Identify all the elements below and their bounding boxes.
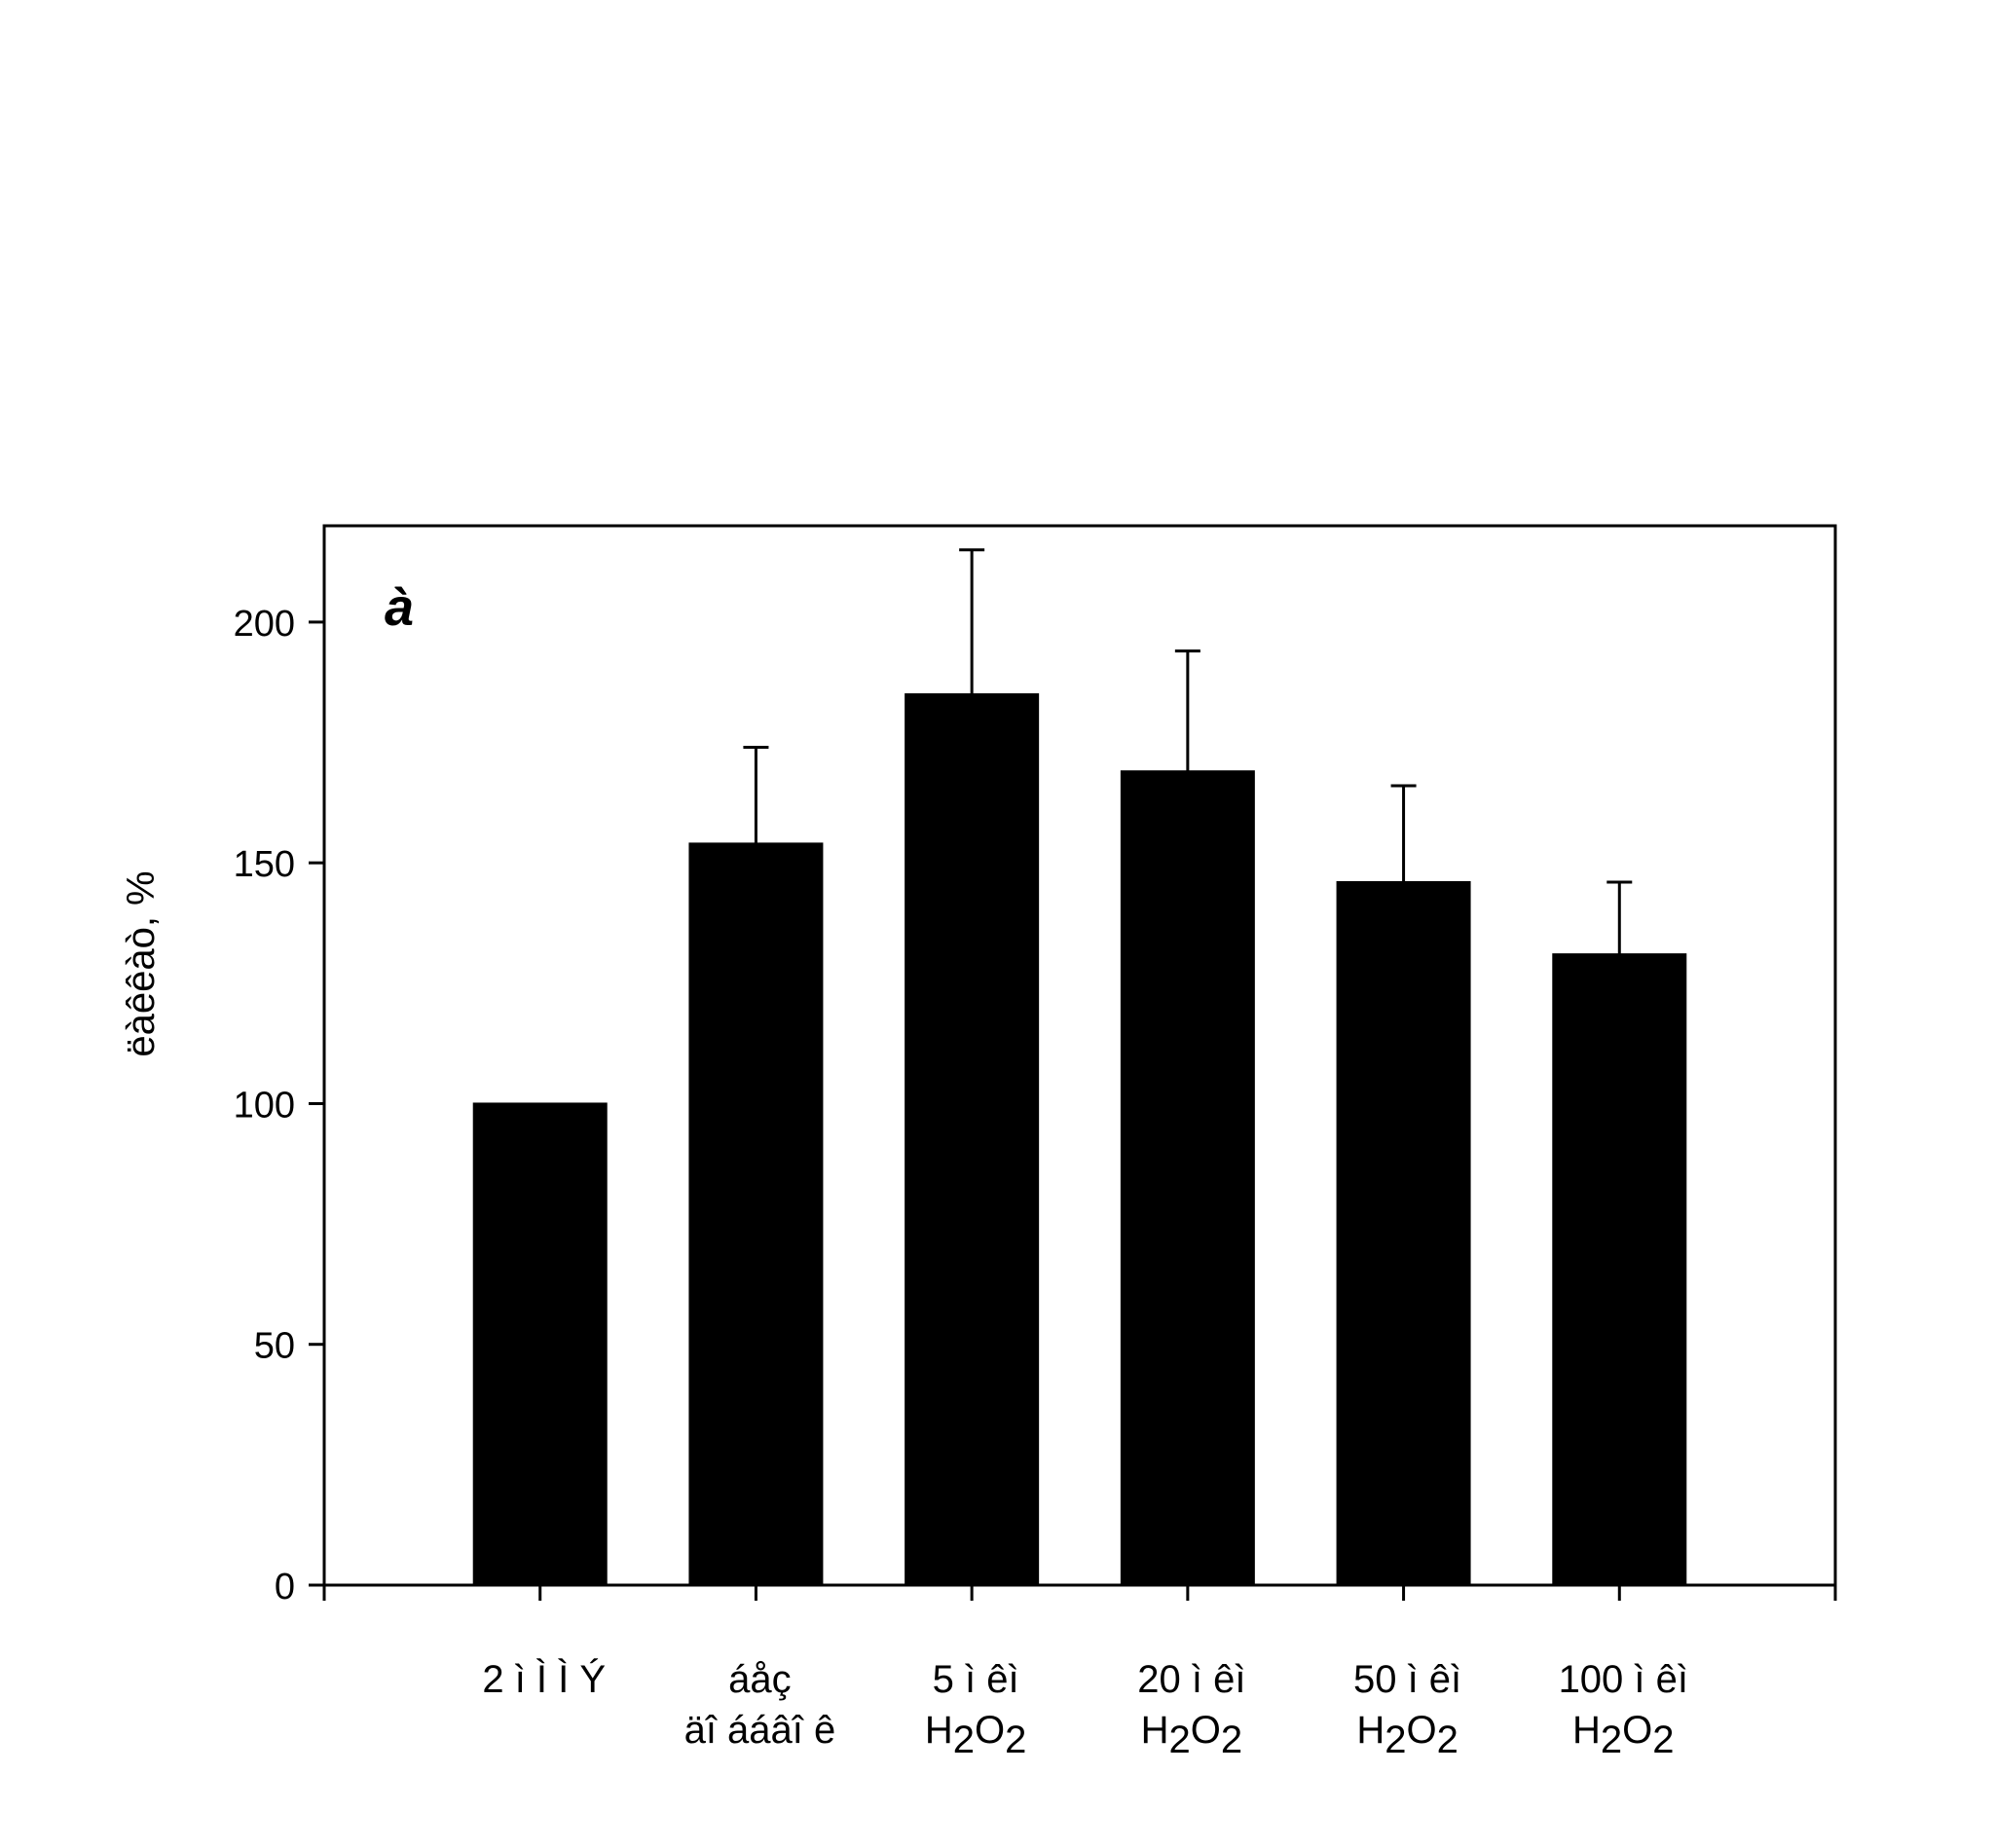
category-label-2-line-0: 5 ì êì bbox=[933, 1658, 1019, 1701]
category-label-0-line-0: 2 ì Ì Ì Ý bbox=[482, 1657, 606, 1701]
label-run: H bbox=[1141, 1709, 1169, 1752]
category-label-1-line-0: áåç bbox=[728, 1658, 792, 1701]
label-run: O bbox=[1191, 1709, 1221, 1752]
label-run: H bbox=[1356, 1709, 1385, 1752]
label-run: 2 bbox=[953, 1719, 975, 1761]
label-run: H bbox=[1572, 1709, 1601, 1752]
label-run: O bbox=[1406, 1709, 1436, 1752]
label-run: O bbox=[1622, 1709, 1652, 1752]
y-axis-title: ëàêêàò, % bbox=[120, 870, 163, 1056]
bars-group bbox=[472, 693, 1687, 1587]
label-run: 2 bbox=[1168, 1719, 1190, 1761]
label-run: 2 bbox=[1221, 1719, 1242, 1761]
bar-5 bbox=[1552, 953, 1687, 1586]
label-run: 2 bbox=[1437, 1719, 1459, 1761]
category-label-1-line-1: äî ááâî ê bbox=[684, 1709, 836, 1752]
y-tick-label-0: 0 bbox=[275, 1567, 295, 1608]
category-label-3-line-0: 20 ì êì bbox=[1137, 1658, 1245, 1701]
panel-letter: à bbox=[385, 578, 414, 637]
bar-1 bbox=[688, 842, 824, 1586]
label-run: 2 bbox=[1601, 1719, 1622, 1761]
label-run: 2 bbox=[1652, 1719, 1674, 1761]
label-run: 2 bbox=[1385, 1719, 1406, 1761]
error-bars-group bbox=[743, 548, 1633, 955]
label-run: H bbox=[925, 1709, 953, 1752]
plot-frame bbox=[322, 524, 1837, 1587]
category-label-5-line-1: H2O2 bbox=[1572, 1709, 1675, 1761]
y-tick-label-50: 50 bbox=[254, 1326, 295, 1367]
x-axis bbox=[322, 1585, 1837, 1601]
y-axis: 0 50 100 150 200 bbox=[234, 604, 324, 1608]
category-label-4-line-0: 50 ì êì bbox=[1353, 1658, 1461, 1701]
bar-4 bbox=[1336, 880, 1471, 1586]
y-tick-label-100: 100 bbox=[234, 1085, 295, 1126]
bar-3 bbox=[1120, 770, 1255, 1586]
category-label-4-line-1: H2O2 bbox=[1356, 1709, 1459, 1761]
bar-2 bbox=[905, 693, 1040, 1586]
category-label-3-line-1: H2O2 bbox=[1141, 1709, 1243, 1761]
category-label-2-line-1: H2O2 bbox=[925, 1709, 1027, 1761]
y-tick-label-200: 200 bbox=[234, 604, 295, 645]
y-tick-label-150: 150 bbox=[234, 844, 295, 885]
label-run: 2 bbox=[1005, 1719, 1026, 1761]
category-label-5-line-0: 100 ì êì bbox=[1559, 1658, 1688, 1701]
label-run: O bbox=[975, 1709, 1005, 1752]
bar-0 bbox=[472, 1102, 608, 1587]
